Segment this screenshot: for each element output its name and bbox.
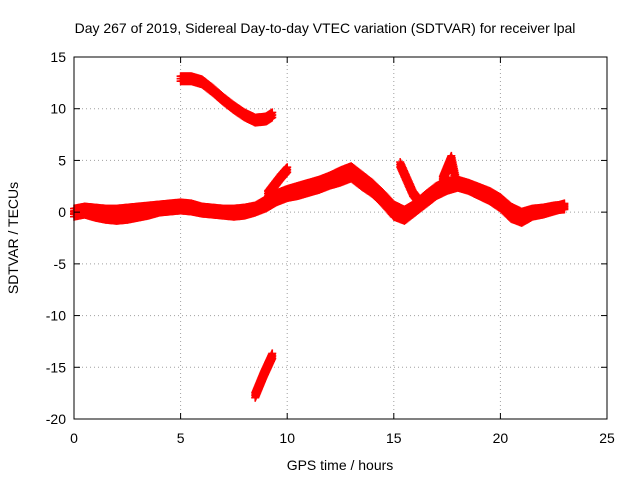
x-tick-label: 5 bbox=[177, 430, 185, 446]
series-rising-fragment bbox=[264, 163, 292, 201]
y-tick-label: 15 bbox=[50, 49, 66, 65]
x-tick-label: 0 bbox=[70, 430, 78, 446]
data-point bbox=[268, 354, 277, 363]
y-tick-label: -10 bbox=[46, 308, 66, 324]
y-axis-label: SDTVAR / TECUs bbox=[5, 182, 21, 294]
series-upper-arc bbox=[176, 72, 277, 127]
data-point bbox=[560, 204, 569, 213]
data-point bbox=[415, 200, 424, 209]
y-tick-label: 10 bbox=[50, 101, 66, 117]
y-tick-label: -15 bbox=[46, 359, 66, 375]
x-tick-label: 25 bbox=[599, 430, 615, 446]
series-lower-segment bbox=[251, 349, 277, 402]
series-spike-fragment bbox=[438, 151, 460, 186]
y-tick-label: -20 bbox=[46, 411, 66, 427]
y-tick-label: -5 bbox=[54, 256, 67, 272]
x-tick-label: 20 bbox=[493, 430, 509, 446]
series-main-track-b bbox=[70, 169, 569, 227]
y-tick-label: 0 bbox=[58, 204, 66, 220]
x-axis-label: GPS time / hours bbox=[287, 457, 394, 473]
data-point bbox=[283, 168, 292, 177]
data-point bbox=[451, 177, 460, 186]
x-tick-label: 10 bbox=[279, 430, 295, 446]
x-tick-label: 15 bbox=[386, 430, 402, 446]
y-axis-ticks: -20 -15 -10 -5 0 5 10 15 bbox=[46, 49, 607, 427]
data-points bbox=[70, 72, 569, 402]
y-tick-label: 5 bbox=[58, 152, 66, 168]
chart-title: Day 267 of 2019, Sidereal Day-to-day VTE… bbox=[75, 20, 576, 36]
series-falling-fragment bbox=[396, 158, 424, 209]
plot-frame bbox=[73, 56, 608, 420]
data-point bbox=[268, 113, 277, 122]
x-axis-ticks: 0 5 10 15 20 25 bbox=[70, 57, 615, 446]
